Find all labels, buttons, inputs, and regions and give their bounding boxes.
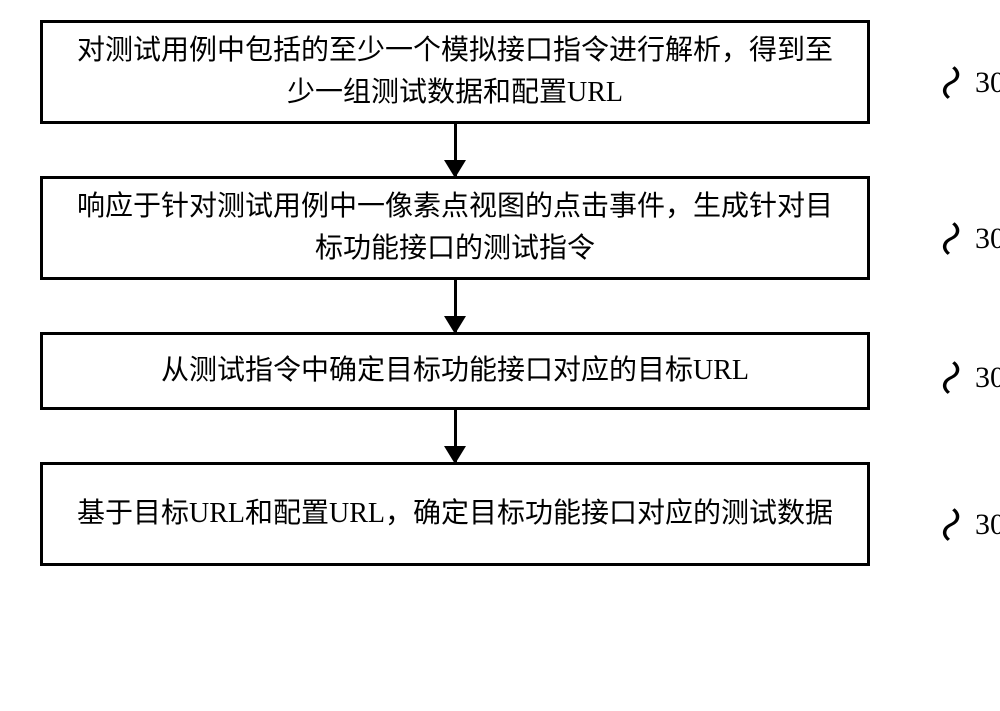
step-box: 基于目标URL和配置URL，确定目标功能接口对应的测试数据	[40, 462, 870, 566]
arrow-icon	[454, 280, 457, 332]
step-box: 从测试指令中确定目标功能接口对应的目标URL	[40, 332, 870, 410]
step-label: 〜 303	[935, 360, 1000, 396]
step-text: 基于目标URL和配置URL，确定目标功能接口对应的测试数据	[77, 493, 833, 535]
flowchart-container: 对测试用例中包括的至少一个模拟接口指令进行解析，得到至少一组测试数据和配置URL…	[40, 20, 960, 566]
step-text: 响应于针对测试用例中一像素点视图的点击事件，生成针对目标功能接口的测试指令	[67, 186, 843, 270]
step-302: 响应于针对测试用例中一像素点视图的点击事件，生成针对目标功能接口的测试指令 〜 …	[40, 176, 960, 280]
step-text: 对测试用例中包括的至少一个模拟接口指令进行解析，得到至少一组测试数据和配置URL	[67, 30, 843, 114]
connector-tilde: 〜	[927, 217, 980, 261]
step-303: 从测试指令中确定目标功能接口对应的目标URL 〜 303	[40, 332, 960, 410]
step-304: 基于目标URL和配置URL，确定目标功能接口对应的测试数据 〜 304	[40, 462, 960, 566]
arrow-connector	[40, 124, 870, 176]
step-box: 响应于针对测试用例中一像素点视图的点击事件，生成针对目标功能接口的测试指令	[40, 176, 870, 280]
arrow-connector	[40, 410, 870, 462]
step-label: 〜 302	[935, 221, 1000, 257]
step-label: 〜 304	[935, 507, 1000, 543]
connector-tilde: 〜	[927, 503, 980, 547]
arrow-connector	[40, 280, 870, 332]
step-box: 对测试用例中包括的至少一个模拟接口指令进行解析，得到至少一组测试数据和配置URL	[40, 20, 870, 124]
step-301: 对测试用例中包括的至少一个模拟接口指令进行解析，得到至少一组测试数据和配置URL…	[40, 20, 960, 124]
arrow-icon	[454, 410, 457, 462]
connector-tilde: 〜	[927, 61, 980, 105]
arrow-icon	[454, 124, 457, 176]
step-label: 〜 301	[935, 65, 1000, 101]
connector-tilde: 〜	[927, 356, 980, 400]
step-text: 从测试指令中确定目标功能接口对应的目标URL	[161, 350, 749, 392]
